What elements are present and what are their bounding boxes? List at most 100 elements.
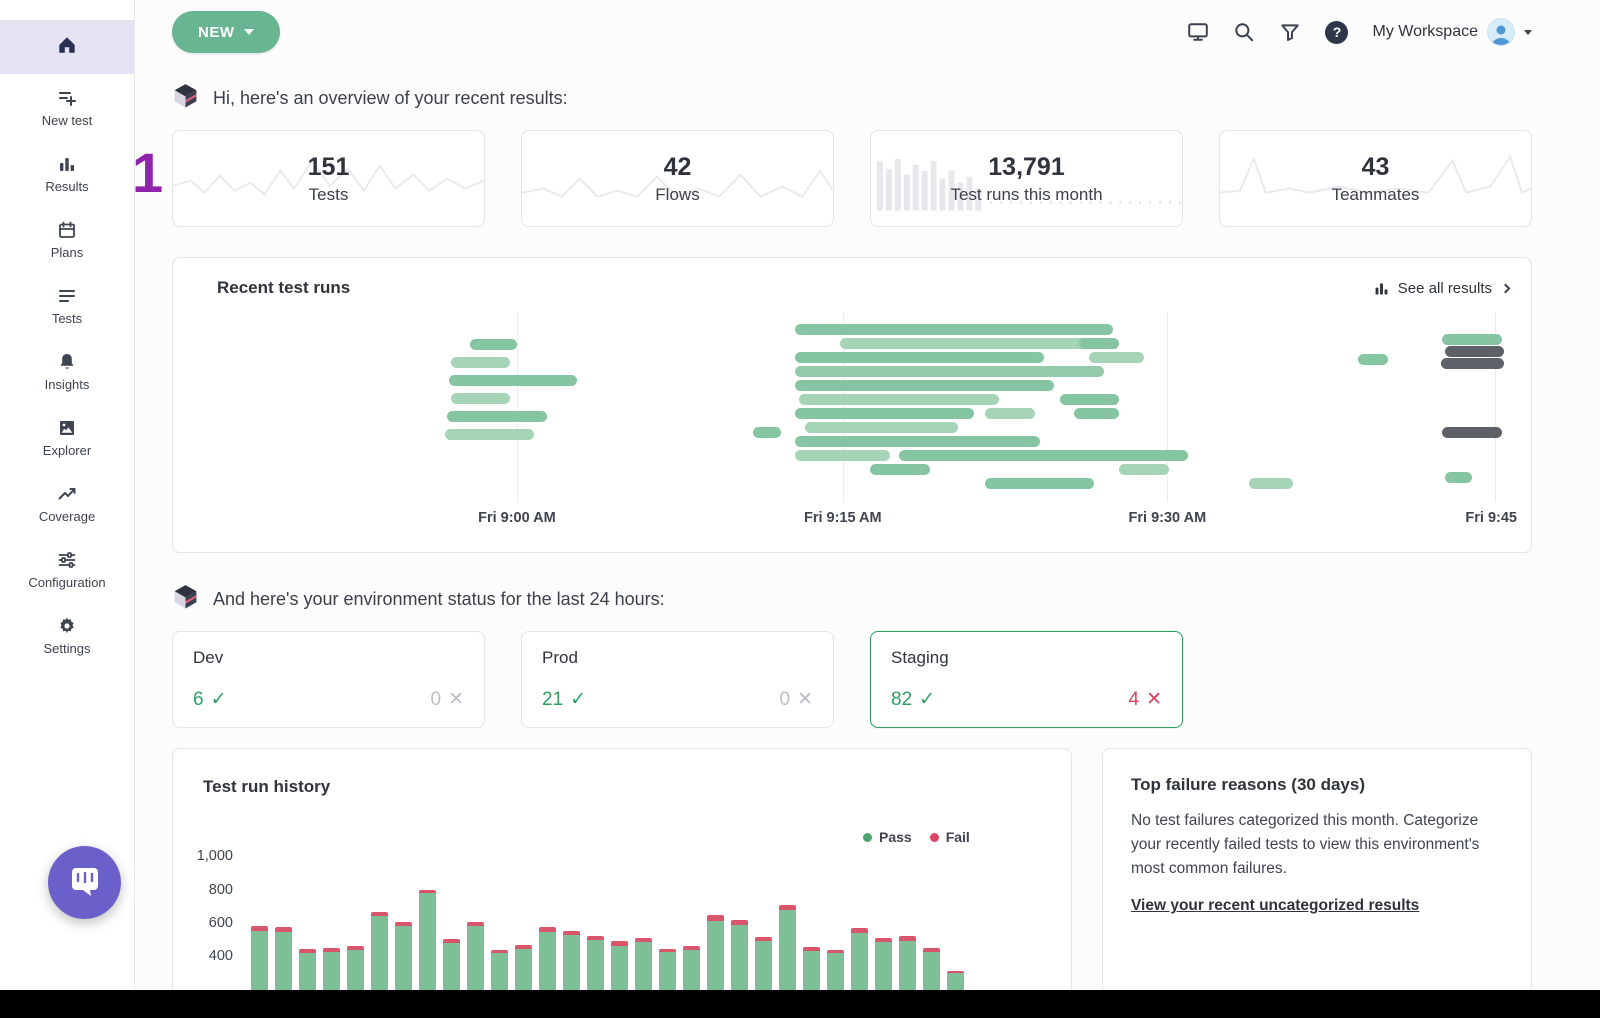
history-bar[interactable] [251, 926, 268, 1001]
sidebar-item-coverage[interactable]: Coverage [0, 471, 134, 536]
test-run-bar[interactable] [1440, 358, 1504, 369]
coverage-icon [57, 484, 77, 504]
monitor-icon[interactable] [1187, 21, 1209, 43]
chat-launcher-button[interactable] [48, 846, 121, 919]
history-bar[interactable] [683, 945, 700, 1001]
test-run-bar[interactable] [1441, 427, 1503, 438]
test-run-bar[interactable] [447, 411, 548, 422]
test-run-bar[interactable] [1088, 352, 1144, 363]
sidebar-item-tests[interactable]: Tests [0, 273, 134, 338]
test-run-bar[interactable] [451, 393, 511, 404]
test-run-bar[interactable] [753, 427, 782, 438]
test-run-bar[interactable] [795, 436, 1040, 447]
test-run-bar[interactable] [1444, 472, 1473, 483]
env-card-dev[interactable]: Dev 6 ✓ 0 ✕ [172, 631, 485, 728]
test-run-bar[interactable] [444, 429, 534, 440]
history-bar[interactable] [659, 948, 676, 1001]
sidebar-item-configuration[interactable]: Configuration [0, 537, 134, 602]
stat-card-tests[interactable]: 151 Tests [172, 130, 485, 227]
test-run-bar[interactable] [1441, 334, 1503, 345]
stat-card-teammates[interactable]: 43 Teammates [1219, 130, 1532, 227]
test-run-bar[interactable] [451, 357, 511, 368]
check-icon: ✓ [210, 689, 227, 710]
test-run-bar[interactable] [1444, 346, 1504, 357]
test-run-bar[interactable] [795, 324, 1114, 335]
test-run-bar[interactable] [469, 339, 517, 350]
history-bar[interactable] [875, 938, 892, 1001]
history-bar[interactable] [539, 927, 556, 1001]
history-bar[interactable] [899, 935, 916, 1001]
test-run-bar[interactable] [984, 478, 1094, 489]
test-run-bar[interactable] [1074, 408, 1119, 419]
test-run-bar[interactable] [795, 366, 1105, 377]
history-bar[interactable] [563, 930, 580, 1001]
test-run-bar[interactable] [795, 380, 1055, 391]
sidebar-item-plans[interactable]: Plans [0, 207, 134, 272]
history-bar[interactable] [851, 928, 868, 1001]
sidebar-item-home[interactable] [0, 20, 134, 74]
see-all-results-link[interactable]: See all results [1373, 280, 1511, 297]
history-bar[interactable] [275, 927, 292, 1001]
test-run-bar[interactable] [984, 408, 1035, 419]
test-run-bar[interactable] [1118, 464, 1169, 475]
gridline [1167, 312, 1169, 502]
app-logo-icon [172, 82, 199, 114]
sidebar-item-results[interactable]: Results [0, 141, 134, 206]
chevron-right-icon [1500, 283, 1511, 293]
env-card-staging[interactable]: Staging 82 ✓ 4 ✕ [870, 631, 1183, 728]
history-bar[interactable] [731, 919, 748, 1001]
sidebar-item-explorer[interactable]: Explorer [0, 405, 134, 470]
chat-bubble-icon [71, 867, 98, 896]
test-run-bar[interactable] [1248, 478, 1294, 489]
history-bar[interactable] [587, 935, 604, 1001]
history-bar[interactable] [635, 938, 652, 1001]
stat-value: 42 [663, 152, 692, 181]
stat-card-test-runs[interactable]: 13,791 Test runs this month [870, 130, 1183, 227]
test-run-bar[interactable] [448, 375, 578, 386]
test-run-bar[interactable] [1059, 394, 1119, 405]
uncategorized-results-link[interactable]: View your recent uncategorized results [1131, 897, 1420, 915]
test-run-bar[interactable] [804, 422, 959, 433]
help-icon[interactable]: ? [1325, 20, 1349, 44]
fail-legend-label: Fail [945, 829, 970, 845]
history-bar[interactable] [515, 944, 532, 1001]
insights-icon [57, 352, 77, 372]
test-run-bar[interactable] [799, 394, 1000, 405]
history-bar[interactable] [827, 949, 844, 1001]
test-run-bar[interactable] [899, 450, 1189, 461]
history-bar[interactable] [707, 914, 724, 1001]
history-bar[interactable] [779, 904, 796, 1001]
test-run-bar[interactable] [870, 464, 930, 475]
sidebar-item-insights[interactable]: Insights [0, 339, 134, 404]
history-bar[interactable] [611, 941, 628, 1001]
history-bar[interactable] [443, 938, 460, 1001]
history-bar[interactable] [299, 948, 316, 1001]
sidebar-item-new-test[interactable]: New test [0, 75, 134, 140]
test-run-bar[interactable] [795, 408, 975, 419]
search-icon[interactable] [1233, 21, 1255, 43]
history-bar[interactable] [395, 922, 412, 1001]
stat-card-flows[interactable]: 42 Flows [521, 130, 834, 227]
avatar [1487, 18, 1515, 46]
test-run-bar[interactable] [795, 450, 891, 461]
history-bar[interactable] [419, 889, 436, 1001]
main-content: NEW ? My Workspace [135, 0, 1600, 1018]
env-card-prod[interactable]: Prod 21 ✓ 0 ✕ [521, 631, 834, 728]
history-bar[interactable] [755, 937, 772, 1001]
sidebar-item-settings[interactable]: Settings [0, 603, 134, 668]
test-run-bar[interactable] [1079, 338, 1119, 349]
test-run-bar[interactable] [1357, 354, 1389, 365]
history-bar[interactable] [467, 922, 484, 1001]
history-bar[interactable] [923, 948, 940, 1001]
test-run-bar[interactable] [840, 338, 1110, 349]
time-label: Fri 9:30 AM [1128, 510, 1207, 526]
workspace-menu[interactable]: My Workspace [1372, 18, 1532, 46]
history-bar[interactable] [803, 947, 820, 1001]
filter-icon[interactable] [1279, 21, 1301, 43]
new-button[interactable]: NEW [172, 11, 280, 53]
test-run-bar[interactable] [795, 352, 1044, 363]
history-bar[interactable] [323, 948, 340, 1001]
history-bar[interactable] [491, 949, 508, 1001]
history-bar[interactable] [347, 946, 364, 1001]
history-bar[interactable] [371, 912, 388, 1001]
